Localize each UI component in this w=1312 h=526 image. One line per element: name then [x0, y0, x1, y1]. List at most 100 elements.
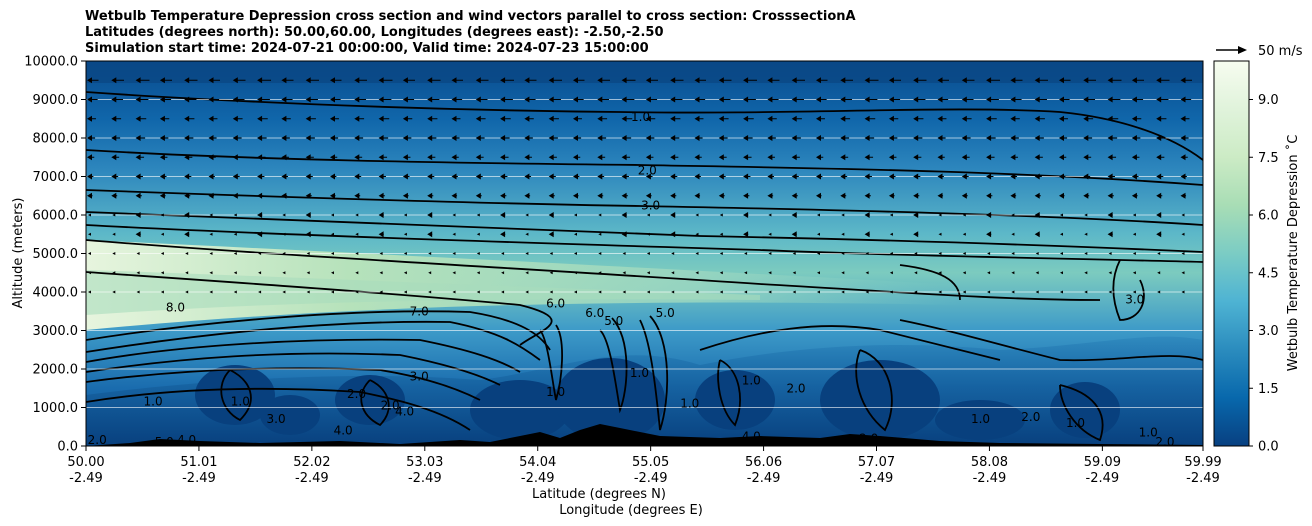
x-tick-lat: 54.04: [519, 455, 556, 470]
wind-vector-head: [427, 192, 433, 199]
wind-vector-head: [305, 115, 311, 122]
contour-label: 4.0: [334, 424, 353, 438]
wind-vector-head: [428, 290, 432, 294]
wind-vector-head: [355, 213, 359, 217]
wind-vector-head: [1156, 173, 1162, 180]
wind-vector-head: [305, 96, 311, 103]
quiver-key-arrowhead: [1238, 46, 1247, 54]
wind-vector-head: [354, 192, 360, 199]
y-tick-label: 3000.0: [33, 324, 79, 339]
wind-vector-head: [865, 290, 869, 294]
wind-vector-head: [233, 232, 237, 236]
wind-vector-head: [1108, 271, 1112, 275]
wind-vector-head: [475, 192, 481, 199]
wind-vector-head: [864, 231, 870, 238]
wind-vector-head: [159, 154, 165, 161]
wind-vector-head: [841, 213, 845, 217]
wind-vector-head: [1060, 232, 1063, 236]
wind-vector-head: [767, 96, 773, 103]
contour-label: 1.0: [1139, 426, 1158, 440]
wind-vector-head: [1131, 154, 1137, 161]
wind-vector-head: [257, 77, 263, 84]
contour-line: [86, 189, 1203, 226]
wind-vector-head: [670, 135, 676, 141]
wind-vector-head: [889, 271, 893, 275]
wind-vector-head: [1083, 77, 1089, 84]
contour-label: 1.0: [144, 395, 163, 409]
x-tick-lon: -2.49: [860, 471, 894, 486]
wind-vector-head: [135, 154, 141, 161]
wind-vector-head: [331, 290, 334, 294]
wind-vector-head: [1059, 154, 1064, 161]
wind-vector-head: [1010, 135, 1016, 141]
wind-vector-head: [573, 173, 578, 180]
wind-vector-head: [816, 115, 821, 122]
wind-vector-head: [1131, 173, 1137, 180]
wind-vector-head: [938, 271, 942, 275]
wind-vector-head: [767, 77, 773, 84]
wind-vector-head: [233, 290, 237, 294]
wind-vector-head: [864, 154, 870, 161]
wind-vector-head: [355, 290, 359, 294]
wind-vector-head: [645, 192, 651, 199]
contour-label: 2.0: [859, 431, 878, 445]
wind-vector-head: [986, 115, 992, 122]
wind-vector-head: [1034, 212, 1040, 218]
wind-vector-head: [208, 135, 214, 141]
wind-vector-head: [378, 231, 384, 238]
wind-vector-head: [379, 290, 383, 294]
wind-vector-head: [888, 77, 894, 84]
x-tick-lon: -2.49: [69, 471, 103, 486]
y-tick-label: 7000.0: [33, 170, 79, 185]
wind-vector-head: [475, 96, 481, 103]
wind-vector-head: [718, 192, 724, 199]
wind-vector-head: [621, 212, 627, 218]
wind-vector-head: [427, 77, 433, 84]
y-tick-label: 5000.0: [33, 247, 79, 262]
wind-vector-head: [987, 271, 991, 275]
wind-vector-head: [694, 173, 700, 180]
wind-vector-head: [112, 252, 116, 255]
wind-vector-head: [1083, 96, 1089, 103]
wind-vector-head: [208, 115, 214, 122]
wind-vector-head: [791, 115, 797, 122]
wind-vector-head: [744, 252, 748, 255]
convective-cell: [820, 360, 940, 440]
wind-vector-head: [646, 232, 650, 236]
wind-vector-head: [136, 271, 140, 275]
wind-vector-head: [888, 192, 894, 199]
wind-vector-head: [452, 252, 456, 255]
y-axis: 0.0 1000.0 2000.0 3000.0 4000.0 5000.0 6000.0 7…: [24, 55, 86, 455]
wind-vector-head: [597, 154, 603, 161]
wind-vector-head: [961, 173, 967, 180]
contour-labels: 1.02.03.08.0 7.06.06.05.05.03.01.0 1.02.02…: [88, 110, 1175, 446]
wind-vector-head: [938, 232, 942, 236]
wind-vector-head: [355, 252, 359, 255]
wind-vector-head: [330, 96, 335, 103]
wind-vector-head: [816, 96, 821, 103]
wind-vector-head: [378, 173, 384, 180]
wind-vector-head: [913, 135, 919, 141]
wind-vector-head: [888, 115, 894, 122]
wind-vector-head: [621, 77, 627, 84]
contour-line: [220, 369, 252, 422]
wind-vector-head: [500, 115, 506, 122]
wind-vector-head: [913, 96, 919, 103]
wind-vector-head: [451, 96, 457, 103]
wind-vector-head: [427, 212, 433, 218]
wind-vector-head: [548, 115, 554, 122]
wind-vector-head: [330, 135, 335, 141]
wind-vector-head: [281, 135, 287, 141]
wind-vector-head: [1059, 192, 1064, 199]
wind-vector-head: [645, 77, 651, 84]
contour-label: 3.0: [410, 370, 429, 384]
wind-vector-head: [791, 192, 797, 199]
wind-vector-head: [621, 115, 627, 122]
wind-vector-head: [111, 77, 117, 84]
wind-vector-head: [767, 115, 773, 122]
wind-vector-head: [961, 135, 967, 141]
wind-vector-head: [112, 290, 116, 294]
wind-vector-head: [841, 271, 845, 275]
wind-vector-head: [937, 115, 943, 122]
wind-vector-head: [1157, 271, 1161, 275]
